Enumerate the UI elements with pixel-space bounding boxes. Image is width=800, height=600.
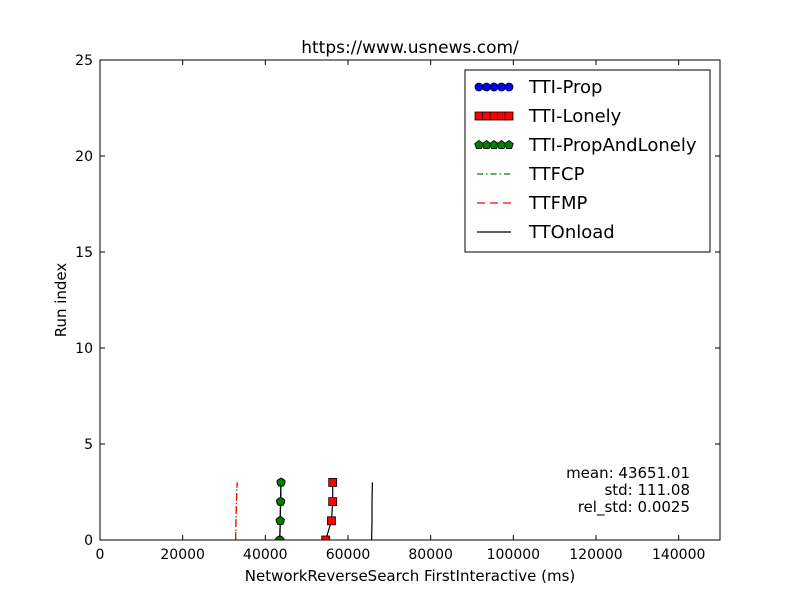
- y-tick-label: 20: [75, 149, 93, 165]
- y-tick-label: 25: [75, 53, 93, 69]
- x-tick-label: 0: [96, 547, 105, 563]
- tti-lonely-line: [325, 482, 334, 540]
- legend-item-ttfmp: TTFMP: [477, 193, 588, 214]
- legend-box: [464, 69, 711, 253]
- legend-label: TTI-Lonely: [528, 106, 622, 127]
- x-axis-label: NetworkReverseSearch FirstInteractive (m…: [245, 567, 576, 585]
- legend-marker: [489, 111, 499, 121]
- legend-marker: [474, 82, 484, 92]
- legend-item-ttfcp: TTFCP: [477, 164, 585, 185]
- legend-label: TTFCP: [528, 164, 585, 185]
- legend-label: TTOnload: [528, 222, 615, 243]
- legend-label: TTI-PropAndLonely: [528, 135, 697, 156]
- series-tti-lonely: [321, 477, 338, 540]
- legend-marker: [474, 111, 484, 121]
- y-axis-label: Run index: [52, 263, 70, 338]
- legend-label: TTI-Prop: [528, 77, 602, 98]
- legend: TTI-Prop TTI-Lonely TTI-PropAndLonely TTFCP…: [464, 69, 711, 253]
- ttonload-line: [371, 482, 373, 540]
- y-tick-label: 0: [84, 533, 93, 549]
- tti-propandlonely-point: [276, 477, 286, 487]
- stats-line: rel_std: 0.0025: [578, 498, 690, 517]
- x-tick-label: 100000: [487, 547, 540, 563]
- x-tick-label: 120000: [569, 547, 622, 563]
- tti-propandlonely-line: [279, 482, 282, 540]
- legend-marker: [489, 82, 499, 92]
- legend-item-tti-propandlonely: TTI-PropAndLonely: [474, 135, 697, 156]
- legend-marker: [504, 82, 514, 92]
- y-tick-label: 5: [84, 437, 93, 453]
- ttfmp-line: [235, 482, 238, 540]
- legend-item-tti-lonely: TTI-Lonely: [474, 106, 622, 127]
- x-tick-label: 20000: [160, 547, 205, 563]
- x-tick-label: 40000: [243, 547, 288, 563]
- tti-lonely-point: [321, 535, 331, 540]
- legend-marker: [482, 82, 491, 92]
- tti-propandlonely-point: [275, 515, 285, 525]
- tti-propandlonely-point: [275, 535, 285, 540]
- plot-frame: [99, 59, 721, 541]
- y-tick-label: 15: [75, 245, 93, 261]
- tti-lonely-point: [328, 477, 338, 487]
- y-tick-label: 10: [75, 341, 93, 357]
- legend-marker: [504, 111, 514, 121]
- tti-propandlonely-point: [275, 496, 286, 506]
- series-ttfmp: [235, 482, 238, 540]
- tti-lonely-point: [328, 497, 338, 507]
- series-tti-propandlonely: [275, 477, 286, 540]
- legend-marker: [482, 111, 491, 121]
- legend-marker: [497, 111, 506, 121]
- stats-line: std: 111.08: [604, 481, 690, 499]
- x-tick-label: 140000: [652, 547, 705, 563]
- legend-item-ttonload: TTOnload: [477, 222, 615, 243]
- stats-line: mean: 43651.01: [566, 464, 690, 482]
- series-ttonload: [371, 482, 373, 540]
- legend-marker: [504, 140, 514, 150]
- chart-title: https://www.usnews.com/: [301, 38, 519, 58]
- legend-item-tti-prop: TTI-Prop: [474, 77, 602, 98]
- x-tick-label: 80000: [408, 547, 453, 563]
- x-tick-label: 60000: [326, 547, 371, 563]
- tti-lonely-point: [327, 516, 336, 526]
- legend-marker: [497, 82, 506, 92]
- legend-label: TTFMP: [528, 193, 588, 214]
